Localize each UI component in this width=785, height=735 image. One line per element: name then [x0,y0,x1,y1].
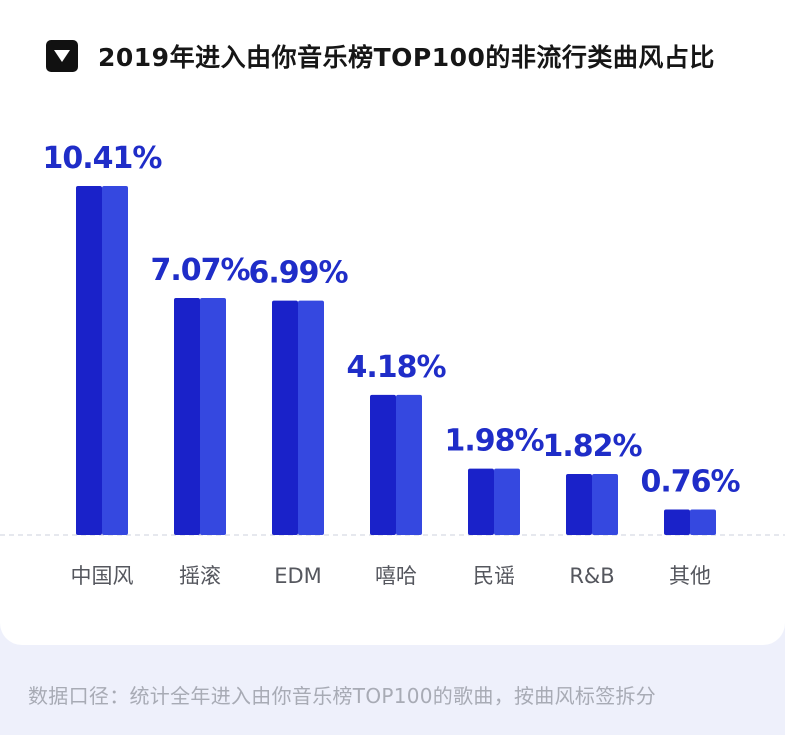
chart-card: 2019年进入由你音乐榜TOP100的非流行类曲风占比 10.41% 中国风 7.0… [0,0,785,645]
bar-value-label: 1.82% [542,429,642,464]
bar-left-half [566,473,592,535]
bar-group: 10.41% 中国风 [43,141,164,588]
bar-chart: 10.41%中国风7.07%摇滚6.99%EDM4.18%嘻哈1.98%民谣1.… [0,141,785,588]
bar-group: 1.82% R&B [542,429,643,588]
chart-title: 2019年进入由你音乐榜TOP100的非流行类曲风占比 [98,43,715,72]
category-label: EDM [274,564,322,588]
bar-left-half [468,468,494,535]
bar-right-half [690,509,716,535]
bar-value-label: 10.41% [43,141,163,176]
bar-right-half [494,468,520,535]
bar-right-half [396,394,422,535]
title-row: 2019年进入由你音乐榜TOP100的非流行类曲风占比 [46,38,715,74]
bar-value-label: 0.76% [640,465,740,500]
bar-value-label: 1.98% [444,424,544,459]
bar-group: 4.18% 嘻哈 [346,350,447,588]
bar-group: 6.99% EDM [248,256,349,588]
bar-left-half [664,509,690,535]
category-label: R&B [569,564,614,588]
bar-value-label: 7.07% [150,253,250,288]
bar-value-label: 6.99% [248,256,348,291]
category-label: 中国风 [71,564,134,588]
data-footnote: 数据口径：统计全年进入由你音乐榜TOP100的歌曲，按曲风标签拆分 [28,684,657,708]
bar-left-half [370,394,396,535]
bar-right-half [200,297,226,535]
bar-group: 1.98% 民谣 [444,424,545,588]
bar-group: 0.76% 其他 [640,465,741,588]
category-label: 其他 [669,564,711,588]
category-label: 嘻哈 [375,564,417,588]
triangle-down-icon [46,40,78,72]
bar-left-half [174,297,200,535]
bar-right-half [298,300,324,535]
bar-value-label: 4.18% [346,350,446,385]
bar-left-half [76,186,102,535]
category-label: 摇滚 [179,564,221,588]
bar-right-half [592,473,618,535]
bar-left-half [272,300,298,535]
category-label: 民谣 [473,564,515,588]
bar-group: 7.07% 摇滚 [150,253,251,588]
bar-right-half [102,186,128,535]
